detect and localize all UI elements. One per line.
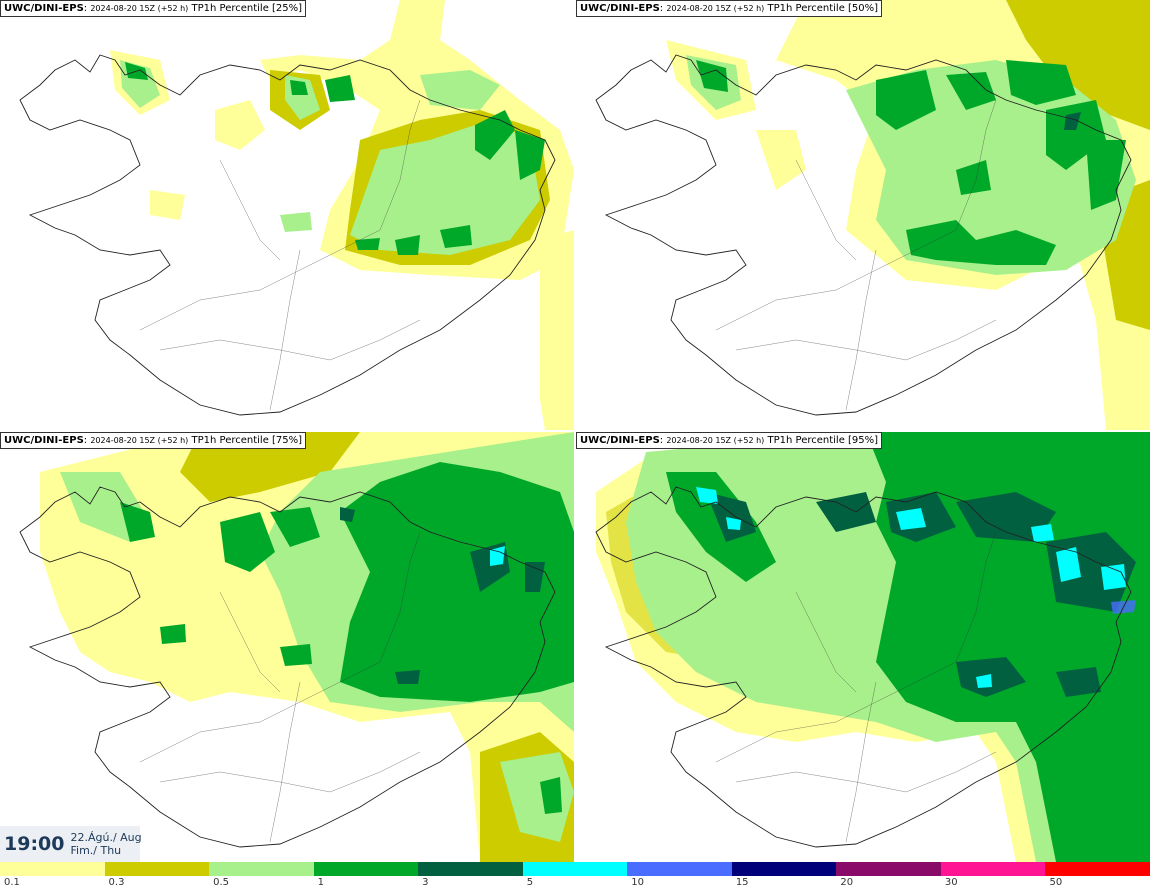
run-time: 2024-08-20 15Z (+52 h) — [90, 4, 189, 13]
model-name: UWC/DINI-EPS — [4, 3, 84, 14]
colorbar-swatch — [1045, 862, 1150, 876]
colorbar-swatch — [836, 862, 942, 876]
coastline — [19, 486, 556, 848]
colorbar-swatch — [313, 862, 419, 876]
colorbar-swatch — [0, 862, 105, 876]
colorbar-tick-label: 0.1 — [4, 877, 20, 888]
model-name: UWC/DINI-EPS — [4, 435, 84, 446]
precipitation-map — [19, 0, 574, 430]
valid-day-line: Fim./ Thu — [70, 844, 122, 857]
roads-rivers — [139, 99, 421, 411]
roads-rivers — [139, 531, 421, 843]
coastline — [595, 486, 1132, 848]
product-name: TP1h Percentile [25%] — [191, 3, 303, 14]
colorbar-swatch — [418, 862, 524, 876]
precipitation-map — [19, 432, 574, 862]
precip-fields — [40, 432, 574, 862]
precip-fields — [576, 432, 1150, 862]
run-time: 2024-08-20 15Z (+52 h) — [666, 436, 765, 445]
colorbar-tick-label: 0.5 — [213, 877, 229, 888]
map-panel-p50: UWC/DINI-EPS: 2024-08-20 15Z (+52 h) TP1… — [576, 0, 1150, 430]
precipitation-map — [576, 432, 1150, 862]
colorbar-tick-label: 20 — [840, 877, 854, 888]
colorbar-swatch — [731, 862, 837, 876]
coastline — [19, 54, 556, 416]
panel-title: UWC/DINI-EPS: 2024-08-20 15Z (+52 h) TP1… — [0, 432, 307, 449]
panel-title: UWC/DINI-EPS: 2024-08-20 15Z (+52 h) TP1… — [576, 0, 883, 17]
precip-fields — [666, 0, 1150, 430]
map-panel-p25: UWC/DINI-EPS: 2024-08-20 15Z (+52 h) TP1… — [0, 0, 574, 430]
valid-date: 22.Ágú./ Aug Fim./ Thu — [70, 831, 141, 857]
colorbar-tick-label: 50 — [1049, 877, 1063, 888]
map-panel-p75: UWC/DINI-EPS: 2024-08-20 15Z (+52 h) TP1… — [0, 432, 574, 862]
colorbar-tick-label: 3 — [422, 877, 429, 888]
valid-time-box: 19:00 22.Ágú./ Aug Fim./ Thu — [0, 826, 142, 862]
colorbar-tick-label: 0.3 — [108, 877, 125, 888]
product-name: TP1h Percentile [75%] — [191, 435, 303, 446]
colorbar-swatch — [627, 862, 733, 876]
model-name: UWC/DINI-EPS — [580, 3, 660, 14]
coastline — [595, 54, 1132, 416]
valid-date-line: 22.Ágú./ Aug — [70, 831, 142, 844]
roads-rivers — [715, 531, 997, 843]
precip-fields — [110, 0, 574, 430]
colorbar-tick-label: 10 — [631, 877, 644, 888]
run-time: 2024-08-20 15Z (+52 h) — [90, 436, 189, 445]
colorbar-swatch — [104, 862, 210, 876]
panel-title: UWC/DINI-EPS: 2024-08-20 15Z (+52 h) TP1… — [0, 0, 307, 17]
product-name: TP1h Percentile [50%] — [767, 3, 879, 14]
colorbar-swatch — [522, 862, 628, 876]
run-time: 2024-08-20 15Z (+52 h) — [666, 4, 765, 13]
colorbar-swatch — [209, 862, 315, 876]
roads-rivers — [715, 99, 997, 411]
colorbar-tick-label: 30 — [944, 877, 958, 888]
map-panel-p95: UWC/DINI-EPS: 2024-08-20 15Z (+52 h) TP1… — [576, 432, 1150, 862]
colorbar-tick-label: 1 — [317, 877, 324, 888]
model-name: UWC/DINI-EPS — [580, 435, 660, 446]
panel-divider-horizontal — [0, 430, 1150, 432]
valid-hour: 19:00 — [4, 833, 65, 855]
precipitation-colorbar: 0.1 0.3 0.5 1 3 5 10 15 20 30 50 — [0, 862, 1150, 891]
panel-title: UWC/DINI-EPS: 2024-08-20 15Z (+52 h) TP1… — [576, 432, 883, 449]
product-name: TP1h Percentile [95%] — [767, 435, 879, 446]
colorbar-swatch — [940, 862, 1046, 876]
precipitation-map — [595, 0, 1150, 430]
colorbar-tick-label: 5 — [526, 877, 534, 888]
colorbar-tick-label: 15 — [735, 877, 749, 888]
